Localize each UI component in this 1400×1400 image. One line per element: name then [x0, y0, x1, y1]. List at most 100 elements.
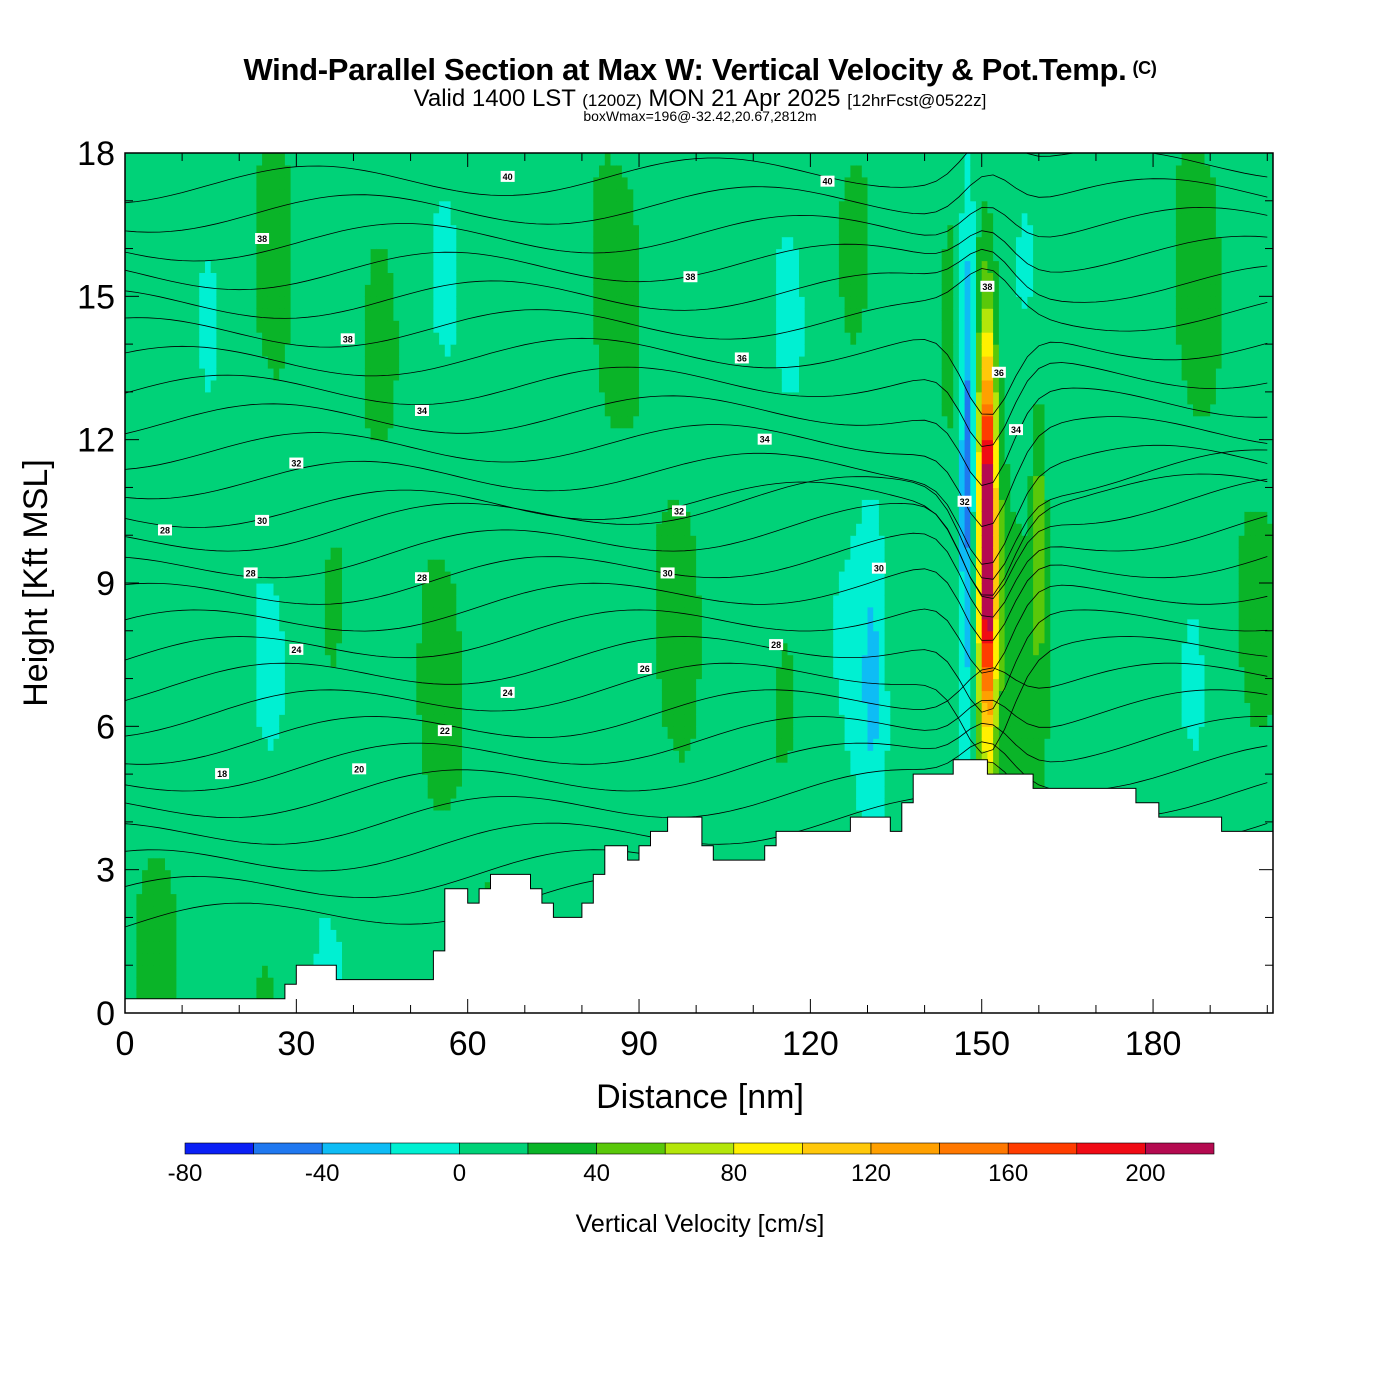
w-cell	[199, 762, 206, 775]
w-cell	[427, 391, 434, 405]
w-cell	[422, 451, 429, 465]
w-cell	[479, 690, 486, 703]
w-cell	[507, 391, 514, 405]
w-cell	[422, 583, 429, 596]
w-cell	[364, 833, 372, 847]
w-cell	[239, 356, 246, 369]
w-cell	[473, 594, 480, 608]
w-cell	[422, 391, 429, 405]
w-cell	[187, 881, 195, 895]
w-cell	[279, 738, 286, 751]
w-cell	[439, 308, 446, 321]
w-cell	[193, 953, 200, 966]
w-cell	[416, 379, 423, 393]
w-cell	[159, 236, 166, 250]
w-cell	[393, 702, 400, 715]
w-cell	[456, 738, 463, 751]
w-cell	[502, 487, 509, 500]
w-cell	[193, 212, 200, 226]
w-cell	[193, 499, 200, 512]
w-cell	[376, 738, 383, 751]
w-cell	[187, 965, 195, 978]
w-cell	[302, 403, 309, 417]
w-cell	[433, 750, 440, 763]
w-cell	[439, 559, 446, 572]
w-cell	[502, 786, 509, 799]
w-cell	[319, 809, 326, 823]
w-cell	[307, 618, 315, 632]
w-cell	[199, 774, 206, 787]
w-cell	[399, 308, 406, 321]
w-cell	[359, 594, 366, 608]
w-cell	[284, 487, 292, 500]
w-cell	[307, 857, 315, 871]
w-cell	[467, 344, 474, 357]
w-cell	[159, 320, 166, 333]
w-cell	[427, 176, 434, 190]
w-cell	[193, 989, 200, 1002]
w-cell	[125, 487, 132, 500]
w-cell	[205, 833, 212, 847]
w-cell	[359, 953, 366, 966]
w-cell	[290, 571, 297, 584]
w-cell	[450, 332, 457, 345]
w-cell	[262, 188, 269, 202]
w-cell	[507, 296, 514, 309]
w-cell	[313, 332, 320, 345]
w-cell	[342, 571, 349, 584]
w-cell	[393, 642, 400, 656]
w-cell	[216, 750, 223, 763]
w-cell	[273, 606, 280, 620]
w-cell	[473, 344, 480, 357]
w-cell	[399, 869, 406, 883]
w-cell	[364, 857, 372, 871]
w-cell	[284, 236, 292, 250]
w-cell	[262, 965, 269, 978]
w-cell	[359, 200, 366, 214]
w-cell	[182, 881, 189, 895]
w-cell	[393, 618, 400, 632]
w-cell	[404, 559, 412, 572]
w-cell	[342, 511, 349, 524]
w-cell	[216, 451, 223, 465]
w-cell	[170, 451, 177, 465]
w-cell	[473, 881, 480, 895]
w-cell	[290, 702, 297, 715]
w-cell	[490, 379, 497, 393]
w-cell	[199, 368, 206, 381]
w-cell	[473, 212, 480, 226]
w-cell	[490, 427, 497, 441]
w-cell	[233, 702, 240, 715]
w-cell	[227, 786, 235, 799]
w-cell	[199, 153, 206, 166]
w-cell	[250, 965, 257, 978]
w-cell	[262, 535, 269, 548]
w-cell	[273, 965, 280, 978]
w-cell	[296, 523, 303, 536]
w-cell	[153, 594, 160, 608]
w-cell	[507, 176, 514, 190]
w-cell	[336, 786, 343, 799]
w-cell	[359, 236, 366, 250]
w-cell	[187, 869, 195, 883]
w-cell	[427, 224, 434, 238]
w-cell	[273, 630, 280, 644]
w-cell	[210, 618, 217, 632]
w-cell	[427, 344, 434, 357]
w-cell	[444, 164, 452, 178]
w-cell	[479, 833, 486, 847]
w-cell	[330, 678, 337, 692]
w-cell	[216, 929, 223, 942]
w-cell	[404, 630, 412, 644]
w-cell	[273, 654, 280, 668]
w-cell	[267, 451, 275, 465]
w-cell	[130, 368, 137, 381]
w-cell	[193, 929, 200, 942]
w-cell	[433, 499, 440, 512]
w-cell	[176, 415, 183, 429]
w-cell	[387, 798, 394, 811]
w-cell	[370, 690, 377, 703]
w-cell	[130, 153, 137, 166]
w-cell	[136, 571, 143, 584]
w-cell	[342, 953, 349, 966]
